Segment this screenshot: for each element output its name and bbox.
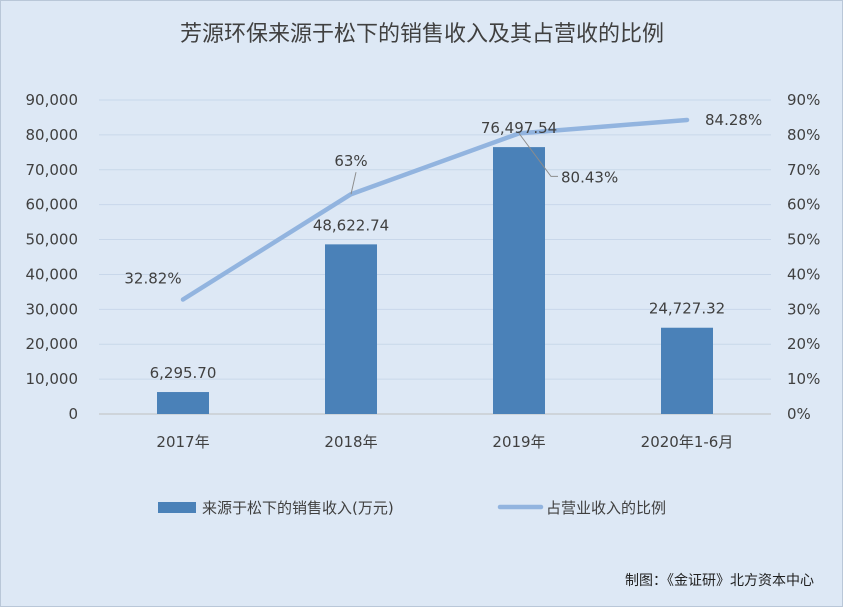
category-label: 2017年 bbox=[156, 433, 209, 451]
left-tick-label: 10,000 bbox=[26, 370, 79, 388]
line-data-label: 80.43% bbox=[561, 168, 618, 186]
line-point bbox=[685, 117, 689, 122]
right-tick-label: 0% bbox=[787, 405, 811, 423]
legend: 来源于松下的销售收入(万元) 占营业收入的比例 bbox=[158, 499, 666, 517]
bar bbox=[157, 392, 209, 414]
right-tick-label: 30% bbox=[787, 300, 820, 318]
left-tick-label: 90,000 bbox=[26, 91, 79, 109]
left-tick-label: 60,000 bbox=[26, 196, 79, 214]
right-tick-label: 20% bbox=[787, 335, 820, 353]
category-label: 2019年 bbox=[492, 433, 545, 451]
left-tick-label: 30,000 bbox=[26, 300, 79, 318]
left-tick-label: 40,000 bbox=[26, 265, 79, 283]
left-axis-ticks: 0 10,000 20,000 30,000 40,000 50,000 60,000 70,… bbox=[26, 91, 79, 423]
bar-data-label: 24,727.32 bbox=[649, 300, 725, 318]
right-tick-label: 40% bbox=[787, 265, 820, 283]
left-tick-label: 80,000 bbox=[26, 126, 79, 144]
line-path bbox=[180, 117, 690, 302]
label-leader-line bbox=[350, 172, 357, 195]
left-tick-label: 70,000 bbox=[26, 161, 79, 179]
right-axis-ticks: 0% 10% 20% 30% 40% 50% 60% 70% 80% 90% bbox=[787, 91, 820, 423]
left-tick-label: 0 bbox=[68, 405, 78, 423]
bar bbox=[493, 147, 545, 414]
category-label: 2018年 bbox=[324, 433, 377, 451]
left-tick-label: 20,000 bbox=[26, 335, 79, 353]
legend-bar-label: 来源于松下的销售收入(万元) bbox=[202, 499, 394, 517]
bar bbox=[325, 244, 377, 414]
label-leader-line bbox=[518, 133, 558, 177]
gridlines bbox=[99, 99, 771, 380]
bar-data-label: 76,497.54 bbox=[481, 119, 557, 137]
legend-line-label: 占营业收入的比例 bbox=[546, 499, 666, 517]
bar-data-label: 6,295.70 bbox=[150, 364, 217, 382]
line-data-label: 84.28% bbox=[705, 111, 762, 129]
line-data-label: 63% bbox=[334, 152, 367, 170]
line-data-labels: 32.82% 63% 80.43% 84.28% bbox=[124, 111, 762, 288]
bar-series bbox=[157, 147, 713, 414]
right-tick-label: 10% bbox=[787, 370, 820, 388]
line-point bbox=[181, 297, 185, 302]
left-tick-label: 50,000 bbox=[26, 231, 79, 249]
right-tick-label: 70% bbox=[787, 161, 820, 179]
chart-title: 芳源环保来源于松下的销售收入及其占营收的比例 bbox=[180, 22, 664, 47]
line-data-label: 32.82% bbox=[124, 269, 181, 287]
right-tick-label: 90% bbox=[787, 91, 820, 109]
right-tick-label: 50% bbox=[787, 231, 820, 249]
right-tick-label: 60% bbox=[787, 196, 820, 214]
legend-bar-swatch bbox=[158, 502, 196, 513]
right-tick-label: 80% bbox=[787, 126, 820, 144]
bar-data-labels: 6,295.70 48,622.74 76,497.54 24,727.32 bbox=[150, 119, 726, 382]
bar-data-label: 48,622.74 bbox=[313, 216, 389, 234]
category-labels: 2017年 2018年 2019年 2020年1-6月 bbox=[156, 433, 733, 451]
category-label: 2020年1-6月 bbox=[641, 433, 734, 451]
source-note: 制图：《金证研》北方资本中心 bbox=[625, 573, 814, 589]
bar bbox=[661, 327, 713, 414]
